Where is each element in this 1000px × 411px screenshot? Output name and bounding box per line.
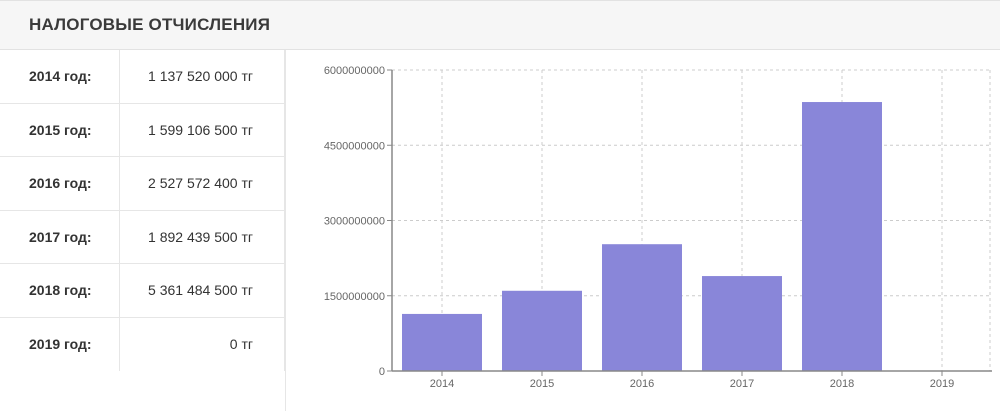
table-row: 2018 год: 5 361 484 500 тг — [0, 264, 285, 318]
x-tick-label: 2015 — [530, 378, 554, 390]
y-tick-label: 6000000000 — [324, 65, 385, 77]
y-tick-label: 4500000000 — [324, 140, 385, 152]
year-cell: 2017 год: — [0, 210, 120, 263]
table-row: 2016 год: 2 527 572 400 тг — [0, 157, 285, 211]
section-title: НАЛОГОВЫЕ ОТЧИСЛЕНИЯ — [29, 15, 271, 34]
year-cell: 2019 год: — [0, 317, 120, 371]
year-cell: 2014 год: — [0, 50, 120, 103]
amount-cell: 1 137 520 000 тг — [120, 50, 285, 103]
y-tick-label: 0 — [379, 366, 385, 378]
x-tick-label: 2018 — [830, 378, 854, 390]
x-tick-label: 2014 — [430, 378, 454, 390]
y-tick-label: 1500000000 — [324, 291, 385, 303]
amount-cell: 1 892 439 500 тг — [120, 210, 285, 263]
bar-2018 — [802, 102, 882, 371]
amount-cell: 5 361 484 500 тг — [120, 264, 285, 317]
section-header: НАЛОГОВЫЕ ОТЧИСЛЕНИЯ — [0, 0, 1000, 50]
x-tick-label: 2016 — [630, 378, 654, 390]
x-tick-label: 2019 — [930, 378, 954, 390]
y-tick-label: 3000000000 — [324, 216, 385, 228]
x-tick-label: 2017 — [730, 378, 754, 390]
amount-cell: 2 527 572 400 тг — [120, 157, 285, 210]
tax-table: 2014 год: 1 137 520 000 тг 2015 год: 1 599 … — [0, 50, 285, 371]
bar-2016 — [602, 244, 682, 371]
table-row: 2017 год: 1 892 439 500 тг — [0, 210, 285, 264]
amount-cell: 0 тг — [120, 317, 285, 371]
year-cell: 2015 год: — [0, 103, 120, 156]
table-row: 2014 год: 1 137 520 000 тг — [0, 50, 285, 104]
bar-2014 — [402, 313, 482, 371]
year-cell: 2018 год: — [0, 264, 120, 317]
table-row: 2015 год: 1 599 106 500 тг — [0, 103, 285, 157]
table-row: 2019 год: 0 тг — [0, 317, 285, 371]
bar-2017 — [702, 276, 782, 371]
bar-2015 — [502, 290, 582, 371]
year-cell: 2016 год: — [0, 157, 120, 210]
divider — [285, 50, 286, 411]
amount-cell: 1 599 106 500 тг — [120, 103, 285, 156]
